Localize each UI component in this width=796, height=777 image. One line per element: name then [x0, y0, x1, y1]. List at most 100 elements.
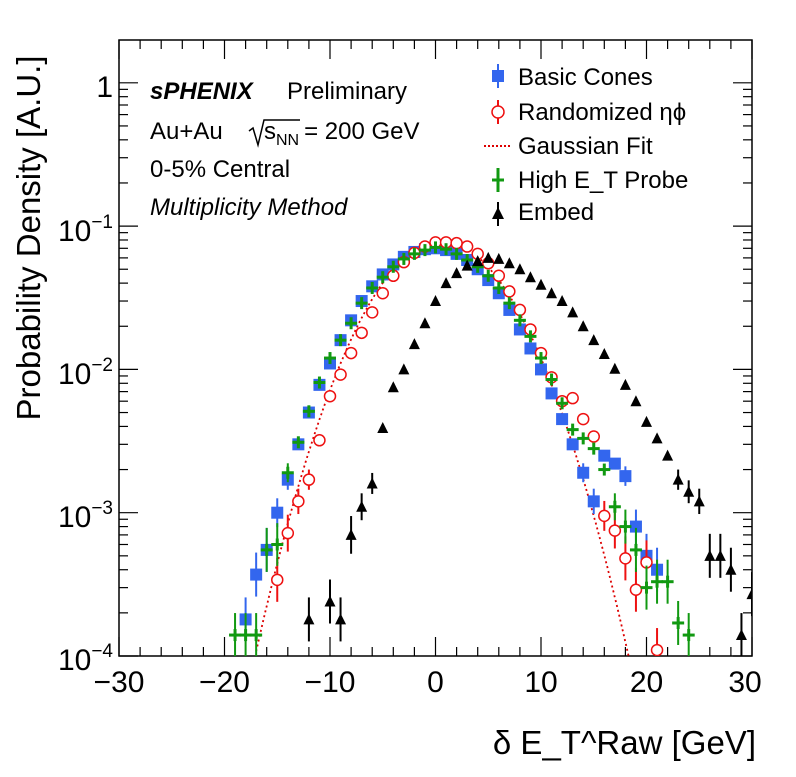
- point-cross-15: [387, 260, 400, 273]
- x-axis-title: δ E_T^Raw [GeV]: [493, 724, 756, 761]
- legend-entry-embed: Embed: [492, 199, 594, 226]
- marker-triangle: [662, 449, 674, 461]
- point-cross-5: [281, 463, 294, 483]
- point-triangle-26: [588, 334, 600, 346]
- point-triangle-38: [714, 533, 726, 578]
- point-cross-32: [566, 423, 579, 436]
- point-cross-26: [503, 297, 516, 310]
- marker-triangle: [303, 613, 315, 625]
- marker-circle: [587, 430, 600, 443]
- marker-triangle: [672, 473, 684, 485]
- marker-triangle: [619, 378, 631, 390]
- point-open-circle-34: [629, 567, 643, 612]
- point-triangle-36: [693, 488, 705, 515]
- marker-triangle: [746, 588, 752, 600]
- point-cross-38: [629, 527, 642, 572]
- point-triangle-34: [672, 469, 684, 490]
- marker-triangle: [408, 338, 420, 350]
- marker-triangle: [345, 528, 357, 540]
- legend-entry-high-et-probe: High E_T Probe: [492, 167, 688, 194]
- collision-label: Au+Au: [150, 118, 223, 145]
- marker-triangle: [704, 549, 716, 561]
- marker-square: [250, 568, 263, 581]
- point-triangle-25: [577, 320, 589, 332]
- marker-circle: [271, 573, 284, 587]
- y-tick-labels: 1 10−1 10−2 10−3 10−4: [58, 71, 113, 677]
- point-square-1: [250, 552, 263, 597]
- legend-label-high-et-probe: High E_T Probe: [518, 167, 688, 194]
- point-square-32: [577, 463, 590, 483]
- marker-circle: [302, 473, 316, 486]
- point-cross-29: [535, 352, 547, 365]
- legend: Basic Cones Randomized ηϕ Gaussian Fit H…: [484, 64, 688, 226]
- point-cross-41: [661, 559, 674, 604]
- axis-ticks-group: [118, 40, 753, 657]
- point-triangle-14: [461, 259, 473, 271]
- point-open-circle-4: [313, 434, 326, 447]
- point-cross-19: [429, 241, 442, 254]
- point-open-circle-10: [376, 286, 389, 300]
- point-cross-31: [556, 397, 569, 410]
- marker-triangle: [714, 549, 726, 561]
- marker-triangle: [735, 629, 747, 641]
- marker-circle: [566, 391, 579, 405]
- point-open-circle-6: [334, 368, 347, 381]
- marker-circle: [629, 583, 643, 596]
- point-square-33: [587, 488, 600, 515]
- point-open-circle-5: [323, 389, 337, 403]
- legend-label-basic-cones: Basic Cones: [518, 64, 653, 91]
- point-triangle-0: [303, 597, 315, 642]
- point-cross-10: [334, 334, 347, 347]
- marker-square: [271, 506, 284, 519]
- y-tick-label-1: 1: [96, 71, 113, 104]
- marker-triangle: [503, 257, 515, 269]
- marker-triangle: [535, 278, 547, 290]
- marker-triangle: [577, 320, 589, 332]
- point-triangle-7: [387, 381, 399, 393]
- marker-square: [629, 520, 642, 533]
- point-triangle-5: [366, 472, 378, 494]
- point-cross-14: [376, 271, 389, 284]
- x-tick-label-20: 20: [630, 666, 663, 699]
- point-cross-17: [408, 247, 421, 260]
- marker-circle: [344, 346, 358, 360]
- point-cross-36: [608, 493, 621, 521]
- point-square-26: [513, 323, 526, 336]
- point-cross-13: [366, 281, 379, 294]
- marker-triangle: [524, 271, 536, 283]
- marker-circle: [619, 552, 632, 565]
- point-triangle-8: [398, 363, 410, 375]
- point-cross-42: [672, 600, 685, 645]
- point-cross-1: [239, 613, 252, 656]
- marker-square: [545, 387, 558, 400]
- point-cross-28: [524, 330, 537, 343]
- annotation-block: sPHENIX Preliminary Au+Au sNN = 200 GeV 0…: [150, 78, 420, 221]
- experiment-label: sPHENIX: [150, 78, 255, 105]
- point-cross-37: [619, 509, 632, 544]
- energy-label: sNN = 200 GeV: [264, 118, 420, 149]
- marker-triangle: [493, 252, 505, 264]
- point-open-circle-33: [619, 536, 632, 581]
- marker-circle: [334, 368, 347, 381]
- legend-entry-basic-cones: Basic Cones: [492, 64, 653, 91]
- marker-circle: [598, 509, 611, 523]
- marker-circle: [292, 495, 305, 508]
- marker-triangle: [641, 415, 652, 427]
- marker-circle: [376, 286, 389, 300]
- marker-triangle: [546, 287, 558, 299]
- legend-entry-randomized: Randomized ηϕ: [491, 99, 686, 126]
- point-open-circle-28: [566, 391, 579, 405]
- point-cross-2: [250, 613, 263, 656]
- marker-triangle: [387, 381, 399, 393]
- point-triangle-6: [377, 422, 389, 434]
- point-cross-8: [313, 376, 326, 389]
- point-triangle-20: [524, 271, 536, 283]
- x-tick-label-30: 30: [728, 666, 761, 699]
- marker-triangle: [630, 395, 642, 407]
- point-triangle-11: [430, 295, 441, 307]
- point-cross-12: [355, 297, 368, 310]
- marker-triangle: [335, 613, 347, 625]
- marker-circle: [450, 236, 463, 250]
- point-triangle-41: [746, 572, 752, 617]
- method-label: Multiplicity Method: [150, 194, 348, 221]
